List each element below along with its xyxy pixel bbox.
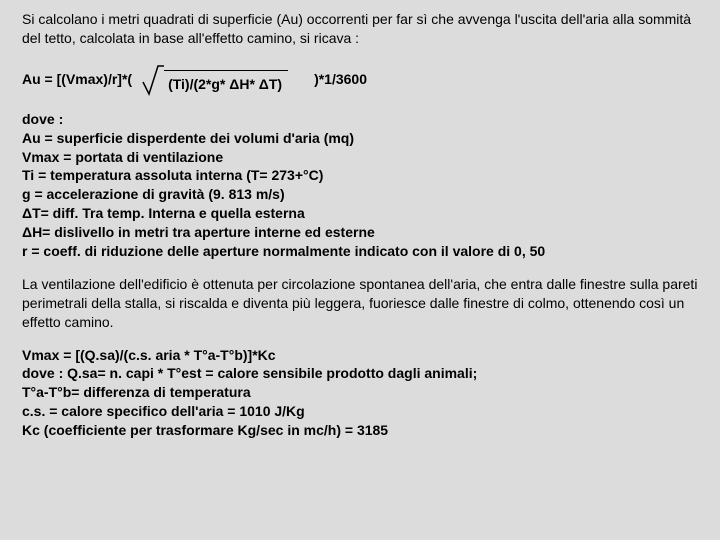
def-line: Ti = temperatura assoluta interna (T= 27… [22,166,698,185]
def-line: ΔT= diff. Tra temp. Interna e quella est… [22,204,698,223]
vmax-line: c.s. = calore specifico dell'aria = 1010… [22,402,698,421]
ventilation-paragraph: La ventilazione dell'edificio è ottenuta… [22,275,698,332]
def-line: g = accelerazione di gravità (9. 813 m/s… [22,185,698,204]
vmax-line: dove : Q.sa= n. capi * T°est = calore se… [22,364,698,383]
def-line: ΔH= dislivello in metri tra aperture int… [22,223,698,242]
vmax-line: T°a-T°b= differenza di temperatura [22,383,698,402]
def-line: Au = superficie disperdente dei volumi d… [22,129,698,148]
definitions-block: dove : Au = superficie disperdente dei v… [22,110,698,261]
def-line: Vmax = portata di ventilazione [22,148,698,167]
radical-icon [142,62,164,96]
formula-after: )*1/3600 [314,71,367,87]
vmax-block: Vmax = [(Q.sa)/(c.s. aria * T°a-T°b)]*Kc… [22,346,698,440]
formula-lhs: Au = [(Vmax)/r]*( [22,71,132,87]
vmax-line: Kc (coefficiente per trasformare Kg/sec … [22,421,698,440]
def-line: r = coeff. di riduzione delle aperture n… [22,242,698,261]
vmax-line: Vmax = [(Q.sa)/(c.s. aria * T°a-T°b)]*Kc [22,346,698,365]
def-line: dove : [22,110,698,129]
formula-radicand: (Ti)/(2*g* ΔH* ΔT) [164,70,288,95]
square-root: (Ti)/(2*g* ΔH* ΔT) [142,62,288,96]
intro-paragraph: Si calcolano i metri quadrati di superfi… [22,10,698,48]
au-formula: Au = [(Vmax)/r]*( (Ti)/(2*g* ΔH* ΔT) )*1… [22,62,698,96]
